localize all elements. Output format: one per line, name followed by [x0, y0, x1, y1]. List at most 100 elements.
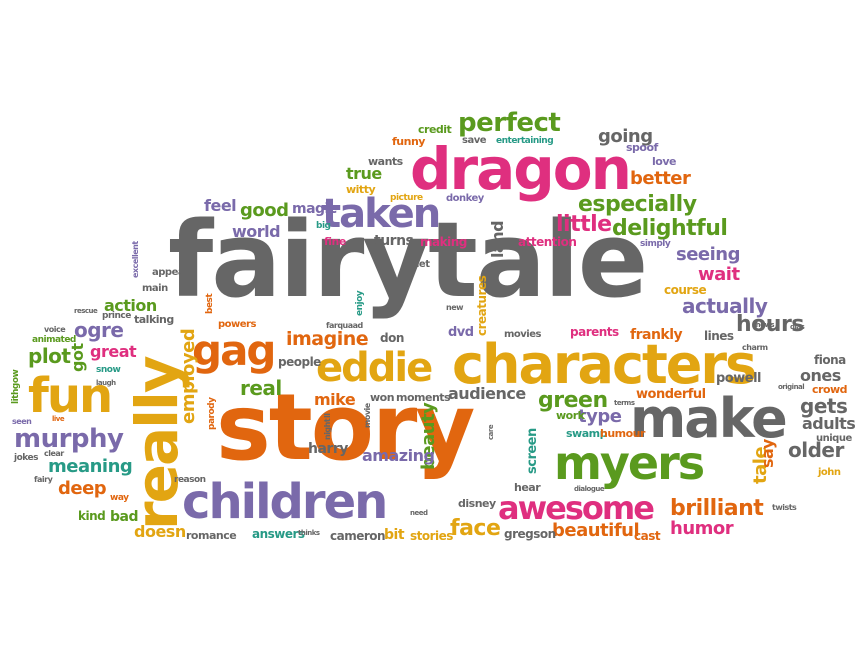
word-fiona: fiona [814, 353, 846, 367]
word-clear: clear [44, 449, 64, 458]
word-answers: answers [252, 527, 305, 541]
word-gregson: gregson [504, 527, 556, 541]
word-donkey: donkey [446, 193, 484, 204]
word-lithgow: lithgow [11, 369, 21, 404]
word-characters: characters [452, 333, 757, 396]
word-dragon: dragon [410, 135, 632, 203]
word-stories: stories [410, 529, 453, 543]
word-turns: turns [374, 233, 414, 249]
word-thinks: thinks [298, 529, 320, 537]
word-talking: talking [134, 313, 174, 326]
word-action: action [104, 296, 157, 315]
word-moments: moments [396, 391, 451, 404]
word-green: green [538, 388, 608, 413]
word-john: john [818, 467, 841, 478]
word-terms: terms [614, 399, 635, 407]
word-movie: movie [363, 403, 372, 428]
word-enjoy: enjoy [355, 290, 365, 316]
word-land: land [488, 220, 507, 258]
word-witty: witty [346, 183, 376, 196]
word-twists: twists [772, 503, 797, 512]
word-perfect: perfect [458, 108, 561, 138]
word-ll: ll [323, 413, 332, 418]
word-say: say [758, 439, 777, 468]
word-kind: kind [78, 509, 106, 523]
word-won: won [370, 391, 395, 404]
word-course: course [664, 283, 707, 297]
word-type: type [578, 406, 622, 427]
word-actually: actually [682, 294, 768, 318]
word-seen: seen [12, 417, 32, 426]
word-best: best [205, 293, 215, 314]
word-fun: fun [28, 368, 113, 424]
word-reason: reason [174, 475, 206, 485]
word-plot: plot [28, 344, 71, 368]
word-eddie: eddie [316, 345, 433, 391]
word-fine: fine [324, 235, 346, 248]
word-doesn: doesn [134, 522, 186, 541]
word-hear: hear [514, 481, 541, 494]
word-need: need [410, 509, 428, 517]
word-bad: bad [110, 509, 139, 525]
word-entertaining: entertaining [496, 136, 554, 146]
word-cast: cast [634, 529, 661, 543]
word-unique: unique [816, 433, 852, 444]
word-disney: disney [458, 497, 496, 510]
word-work: work [556, 409, 585, 422]
word-deep: deep [58, 478, 107, 499]
word-hours: hours [736, 312, 804, 337]
word-crowd: crowd [812, 383, 848, 396]
word-parents: parents [570, 325, 619, 339]
word-humour: humour [600, 427, 645, 440]
word-murphy: murphy [14, 424, 124, 454]
word-original: original [778, 383, 805, 391]
word-awesome: awesome [498, 489, 655, 527]
word-seeing: seeing [676, 244, 741, 265]
word-ogre: ogre [74, 318, 124, 342]
word-got: got [68, 343, 87, 372]
word-way: way [110, 493, 129, 503]
word-screen: screen [525, 428, 540, 474]
word-night: night [323, 418, 332, 440]
word-picture: picture [390, 193, 423, 203]
word-animated: animated [32, 335, 76, 345]
word-funny: funny [392, 135, 425, 148]
word-shows: shows [752, 321, 775, 329]
word-mike: mike [314, 390, 356, 409]
word-jokes: jokes [14, 453, 38, 463]
word-frankly: frankly [630, 327, 683, 343]
word-face: face [450, 516, 501, 541]
word-appeal: appeal [152, 267, 188, 278]
word-lines: lines [704, 329, 734, 343]
word-ones: ones [800, 366, 841, 385]
word-prince: prince [102, 311, 131, 321]
word-gets: gets [800, 394, 848, 418]
word-farquaad: farquaad [326, 321, 363, 330]
word-charm: charm [742, 343, 768, 352]
word-dvd: dvd [448, 325, 474, 340]
word-care: care [487, 424, 495, 440]
word-harry: harry [308, 441, 348, 457]
word-powers: powers [218, 319, 256, 330]
word-true: true [346, 164, 382, 183]
word-brilliant: brilliant [670, 496, 764, 521]
word-better: better [630, 168, 691, 189]
word-amazing: amazing [362, 446, 435, 465]
word-good: good [240, 200, 289, 221]
word-wants: wants [368, 155, 403, 168]
word-meaning: meaning [48, 456, 133, 477]
word-employed: employed [178, 328, 199, 424]
word-laugh: laugh [96, 379, 116, 387]
word-fairytale: fairytale [168, 199, 648, 321]
word-wait: wait [698, 264, 740, 285]
word-older: older [788, 438, 844, 462]
word-story: story [216, 374, 475, 481]
word-don: don [380, 331, 404, 345]
word-world: world [232, 222, 281, 241]
word-cameron: cameron [330, 529, 386, 543]
word-simply: simply [640, 239, 671, 249]
word-feel: feel [204, 196, 237, 215]
word-taken: taken [322, 191, 441, 237]
word-powell: powell [716, 371, 761, 386]
